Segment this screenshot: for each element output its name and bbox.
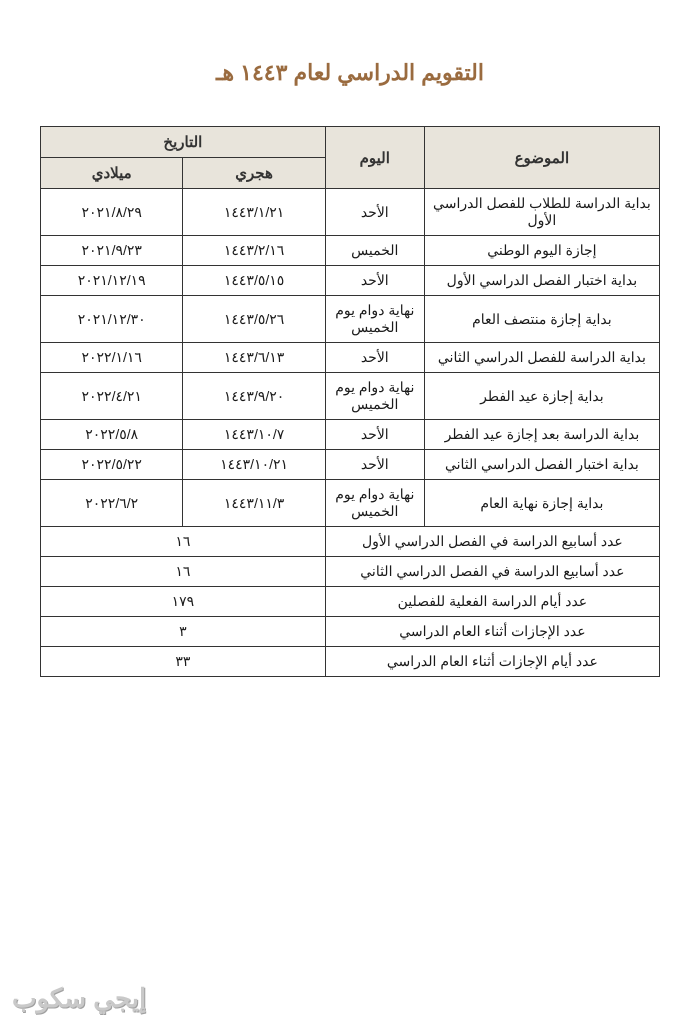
- greg-cell: ٢٠٢٢/٥/٢٢: [41, 450, 183, 480]
- watermark: إيجي سكوب: [12, 983, 146, 1014]
- summary-row: عدد أيام الإجازات أثناء العام الدراسي٣٣: [41, 647, 660, 677]
- greg-cell: ٢٠٢٢/٦/٢: [41, 480, 183, 527]
- summary-row: عدد أسابيع الدراسة في الفصل الدراسي الأو…: [41, 527, 660, 557]
- summary-value: ٣: [41, 617, 326, 647]
- summary-label: عدد أسابيع الدراسة في الفصل الدراسي الثا…: [325, 557, 659, 587]
- greg-cell: ٢٠٢٢/٤/٢١: [41, 373, 183, 420]
- summary-value: ١٦: [41, 557, 326, 587]
- summary-label: عدد الإجازات أثناء العام الدراسي: [325, 617, 659, 647]
- subject-cell: بداية اختبار الفصل الدراسي الأول: [424, 266, 659, 296]
- table-row: بداية اختبار الفصل الدراسي الأولالأحد١٤٤…: [41, 266, 660, 296]
- table-row: بداية الدراسة للفصل الدراسي الثانيالأحد١…: [41, 343, 660, 373]
- day-cell: الأحد: [325, 450, 424, 480]
- summary-value: ٣٣: [41, 647, 326, 677]
- subject-cell: بداية إجازة نهاية العام: [424, 480, 659, 527]
- greg-cell: ٢٠٢١/١٢/٣٠: [41, 296, 183, 343]
- hijri-cell: ١٤٤٣/١١/٣: [183, 480, 325, 527]
- subject-cell: إجازة اليوم الوطني: [424, 236, 659, 266]
- subject-cell: بداية الدراسة للفصل الدراسي الثاني: [424, 343, 659, 373]
- day-cell: الأحد: [325, 189, 424, 236]
- summary-label: عدد أيام الإجازات أثناء العام الدراسي: [325, 647, 659, 677]
- hijri-cell: ١٤٤٣/٢/١٦: [183, 236, 325, 266]
- summary-row: عدد الإجازات أثناء العام الدراسي٣: [41, 617, 660, 647]
- hijri-cell: ١٤٤٣/٥/١٥: [183, 266, 325, 296]
- day-cell: الأحد: [325, 343, 424, 373]
- hijri-cell: ١٤٤٣/١٠/٢١: [183, 450, 325, 480]
- hijri-cell: ١٤٤٣/١٠/٧: [183, 420, 325, 450]
- summary-value: ١٧٩: [41, 587, 326, 617]
- page-title: التقويم الدراسي لعام ١٤٤٣ هـ: [40, 60, 660, 86]
- summary-row: عدد أيام الدراسة الفعلية للفصلين١٧٩: [41, 587, 660, 617]
- greg-cell: ٢٠٢١/١٢/١٩: [41, 266, 183, 296]
- day-cell: نهاية دوام يوم الخميس: [325, 480, 424, 527]
- hijri-cell: ١٤٤٣/١/٢١: [183, 189, 325, 236]
- summary-label: عدد أسابيع الدراسة في الفصل الدراسي الأو…: [325, 527, 659, 557]
- subject-cell: بداية إجازة منتصف العام: [424, 296, 659, 343]
- table-row: بداية الدراسة للطلاب للفصل الدراسي الأول…: [41, 189, 660, 236]
- table-row: بداية الدراسة بعد إجازة عيد الفطرالأحد١٤…: [41, 420, 660, 450]
- day-cell: الأحد: [325, 266, 424, 296]
- greg-cell: ٢٠٢٢/٥/٨: [41, 420, 183, 450]
- col-hijri: هجري: [183, 158, 325, 189]
- summary-label: عدد أيام الدراسة الفعلية للفصلين: [325, 587, 659, 617]
- day-cell: الخميس: [325, 236, 424, 266]
- table-row: بداية إجازة منتصف العامنهاية دوام يوم ال…: [41, 296, 660, 343]
- subject-cell: بداية اختبار الفصل الدراسي الثاني: [424, 450, 659, 480]
- subject-cell: بداية الدراسة للطلاب للفصل الدراسي الأول: [424, 189, 659, 236]
- day-cell: الأحد: [325, 420, 424, 450]
- greg-cell: ٢٠٢١/٨/٢٩: [41, 189, 183, 236]
- greg-cell: ٢٠٢١/٩/٢٣: [41, 236, 183, 266]
- summary-value: ١٦: [41, 527, 326, 557]
- subject-cell: بداية الدراسة بعد إجازة عيد الفطر: [424, 420, 659, 450]
- day-cell: نهاية دوام يوم الخميس: [325, 373, 424, 420]
- day-cell: نهاية دوام يوم الخميس: [325, 296, 424, 343]
- col-subject: الموضوع: [424, 127, 659, 189]
- col-day: اليوم: [325, 127, 424, 189]
- table-row: بداية إجازة عيد الفطرنهاية دوام يوم الخم…: [41, 373, 660, 420]
- table-row: إجازة اليوم الوطنيالخميس١٤٤٣/٢/١٦٢٠٢١/٩/…: [41, 236, 660, 266]
- table-row: بداية اختبار الفصل الدراسي الثانيالأحد١٤…: [41, 450, 660, 480]
- hijri-cell: ١٤٤٣/٥/٢٦: [183, 296, 325, 343]
- table-row: بداية إجازة نهاية العامنهاية دوام يوم ال…: [41, 480, 660, 527]
- greg-cell: ٢٠٢٢/١/١٦: [41, 343, 183, 373]
- col-gregorian: ميلادي: [41, 158, 183, 189]
- col-date-group: التاريخ: [41, 127, 326, 158]
- hijri-cell: ١٤٤٣/٦/١٣: [183, 343, 325, 373]
- summary-row: عدد أسابيع الدراسة في الفصل الدراسي الثا…: [41, 557, 660, 587]
- calendar-table: الموضوع اليوم التاريخ هجري ميلادي بداية …: [40, 126, 660, 677]
- subject-cell: بداية إجازة عيد الفطر: [424, 373, 659, 420]
- hijri-cell: ١٤٤٣/٩/٢٠: [183, 373, 325, 420]
